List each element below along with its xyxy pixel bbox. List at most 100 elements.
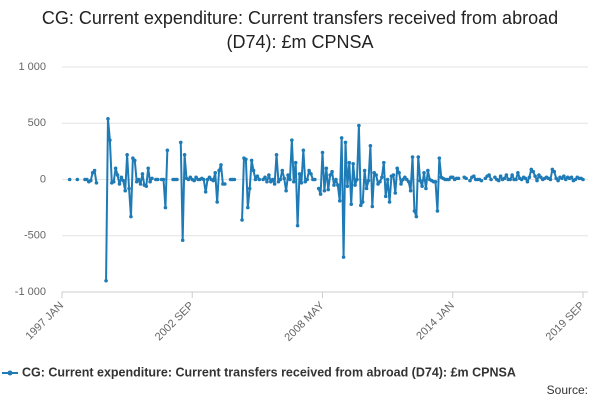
- point: [324, 166, 329, 171]
- point: [127, 186, 131, 191]
- source: Source:: [547, 383, 588, 397]
- point: [175, 177, 179, 182]
- point: [129, 214, 133, 219]
- point: [418, 178, 422, 183]
- point: [295, 223, 300, 228]
- point: [410, 155, 415, 159]
- point: [313, 177, 317, 182]
- point: [508, 177, 513, 182]
- point: [247, 186, 252, 191]
- point: [420, 184, 424, 189]
- point: [108, 138, 112, 142]
- point: [280, 168, 285, 173]
- x-tick-label: 2019 SEP: [544, 300, 588, 344]
- point: [165, 148, 170, 153]
- point: [426, 168, 430, 173]
- point: [368, 143, 373, 148]
- point: [424, 186, 428, 191]
- y-tick-label: -1 000: [15, 286, 46, 298]
- point: [337, 199, 342, 203]
- point: [272, 182, 277, 186]
- point: [525, 179, 530, 184]
- point: [548, 177, 553, 182]
- point: [374, 173, 378, 177]
- point: [343, 140, 348, 145]
- point: [125, 152, 129, 157]
- point: [562, 174, 566, 178]
- x-tick-label: 2002 SEP: [153, 300, 197, 344]
- point: [148, 179, 152, 184]
- point: [217, 168, 221, 173]
- point: [370, 204, 375, 209]
- point: [150, 176, 154, 181]
- point: [263, 175, 267, 180]
- point: [119, 175, 124, 180]
- point: [293, 160, 298, 165]
- point: [244, 157, 248, 162]
- point: [232, 177, 237, 182]
- point: [106, 116, 110, 121]
- point: [182, 152, 187, 157]
- point: [178, 140, 183, 145]
- point: [385, 177, 390, 182]
- point: [146, 166, 150, 171]
- point: [161, 177, 166, 182]
- point: [456, 176, 461, 181]
- point: [416, 155, 421, 159]
- point: [435, 209, 440, 213]
- point: [341, 255, 346, 259]
- x-tick-label: 2008 MAY: [282, 299, 327, 344]
- point: [144, 184, 149, 189]
- point: [533, 174, 537, 178]
- point: [516, 170, 520, 175]
- point: [489, 177, 493, 182]
- point: [487, 173, 491, 177]
- point: [288, 177, 292, 182]
- point: [531, 169, 535, 174]
- point: [320, 150, 325, 155]
- point: [257, 177, 262, 182]
- chart-title: CG: Current expenditure: Current transfe…: [42, 8, 558, 28]
- point: [322, 188, 327, 193]
- point: [215, 200, 219, 204]
- point: [265, 179, 269, 184]
- point: [301, 148, 306, 153]
- point: [307, 168, 311, 173]
- point: [113, 166, 118, 171]
- point: [284, 188, 288, 193]
- chart-title: (D74): £m CPNSA: [226, 32, 373, 52]
- point: [472, 174, 476, 178]
- point: [240, 218, 244, 222]
- point: [88, 178, 93, 183]
- point: [437, 156, 442, 160]
- point: [468, 178, 472, 183]
- point: [299, 181, 304, 185]
- point: [123, 188, 128, 193]
- point: [502, 176, 507, 181]
- point: [326, 187, 331, 192]
- point: [393, 191, 398, 195]
- point: [345, 184, 350, 189]
- point: [464, 176, 468, 181]
- point: [422, 170, 426, 175]
- point: [336, 183, 340, 187]
- y-tick-label: 0: [40, 173, 46, 185]
- point: [355, 177, 359, 182]
- point: [328, 173, 332, 177]
- point: [581, 177, 585, 182]
- legend-marker: [7, 370, 13, 376]
- point: [412, 209, 417, 213]
- point: [391, 173, 396, 177]
- point: [163, 205, 168, 210]
- point: [219, 163, 223, 167]
- point: [332, 183, 336, 187]
- point: [94, 181, 99, 185]
- point: [274, 152, 279, 157]
- y-tick-label: 500: [28, 117, 46, 129]
- point: [383, 194, 388, 199]
- point: [253, 177, 258, 182]
- point: [223, 182, 227, 186]
- point: [362, 168, 367, 173]
- point: [380, 175, 384, 180]
- point: [351, 161, 355, 166]
